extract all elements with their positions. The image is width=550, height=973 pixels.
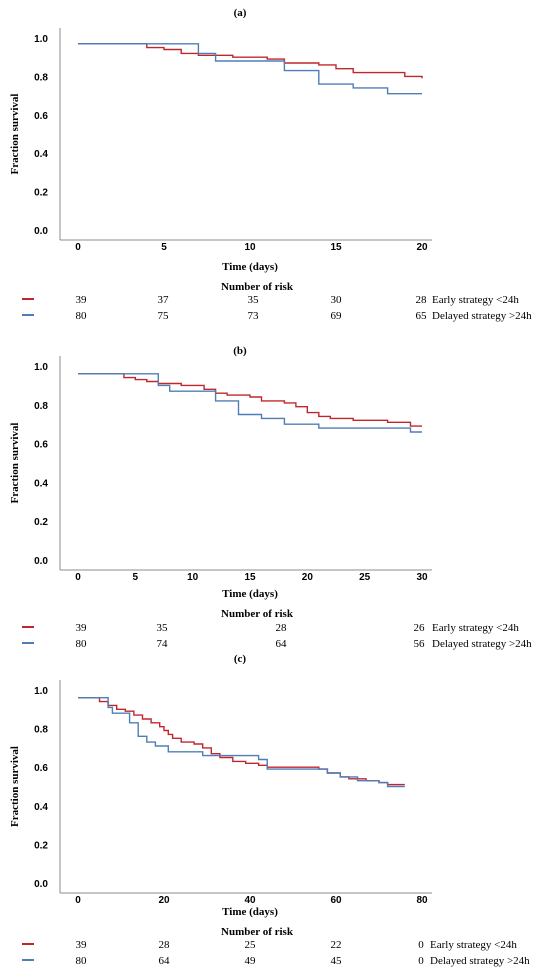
risk-count: 28 bbox=[159, 939, 171, 951]
x-tick-label: 5 bbox=[161, 242, 167, 253]
y-tick-label: 0.8 bbox=[34, 401, 48, 412]
series-line-early bbox=[78, 697, 405, 786]
x-tick-label: 20 bbox=[158, 895, 170, 906]
x-axis-title: Time (days) bbox=[222, 261, 278, 273]
x-tick-label: 40 bbox=[244, 895, 256, 906]
x-tick-label: 5 bbox=[133, 572, 139, 583]
risk-count: 22 bbox=[331, 939, 342, 951]
y-tick-label: 0.4 bbox=[34, 149, 48, 160]
x-axis-title: Time (days) bbox=[222, 588, 278, 600]
y-tick-label: 1.0 bbox=[34, 34, 48, 45]
y-tick-label: 0.0 bbox=[34, 226, 48, 237]
chart-panel-b: (b) 0.0 0.2 0.4 0.6 0.8 1.0 0 5 10 15 20 25 30 Time (d… bbox=[9, 345, 532, 650]
series-line-early bbox=[78, 43, 423, 79]
y-tick-label: 0.6 bbox=[34, 763, 48, 774]
panel-label: (b) bbox=[233, 345, 247, 357]
x-tick-label: 0 bbox=[75, 242, 81, 253]
risk-count: 30 bbox=[331, 294, 343, 306]
x-tick-label: 10 bbox=[244, 242, 256, 253]
x-tick-label: 25 bbox=[359, 572, 371, 583]
y-tick-label: 0.2 bbox=[34, 840, 48, 851]
y-axis-title: Fraction survival bbox=[9, 94, 21, 175]
y-tick-label: 0.4 bbox=[34, 478, 48, 489]
risk-legend-label: Delayed strategy >24h bbox=[432, 310, 532, 322]
series-line-delayed bbox=[78, 697, 405, 788]
y-tick-label: 0.0 bbox=[34, 879, 48, 890]
risk-count: 56 bbox=[414, 638, 426, 650]
risk-count: 74 bbox=[157, 638, 169, 650]
risk-count: 35 bbox=[248, 294, 260, 306]
risk-count: 45 bbox=[331, 955, 343, 967]
y-tick-label: 1.0 bbox=[34, 686, 48, 697]
series-line-delayed bbox=[78, 43, 422, 95]
y-tick-label: 0.8 bbox=[34, 72, 48, 83]
x-tick-label: 30 bbox=[416, 572, 428, 583]
risk-count: 0 bbox=[418, 939, 424, 951]
y-tick-label: 0.6 bbox=[34, 111, 48, 122]
y-tick-label: 1.0 bbox=[34, 362, 48, 373]
risk-count: 80 bbox=[76, 638, 88, 650]
y-tick-label: 0.0 bbox=[34, 556, 48, 567]
x-tick-label: 15 bbox=[244, 572, 256, 583]
chart-panel-a: (a) 0.0 0.2 0.4 0.6 0.8 1.0 0 5 10 15 20 Time (days)… bbox=[9, 7, 532, 322]
risk-count: 28 bbox=[276, 622, 288, 634]
y-axis-title: Fraction survival bbox=[9, 423, 21, 504]
x-tick-label: 10 bbox=[187, 572, 199, 583]
risk-legend-label: Delayed strategy >24h bbox=[430, 955, 530, 967]
x-tick-label: 20 bbox=[416, 242, 428, 253]
risk-count: 39 bbox=[76, 294, 88, 306]
x-tick-label: 0 bbox=[75, 572, 81, 583]
x-tick-label: 15 bbox=[330, 242, 342, 253]
y-tick-label: 0.2 bbox=[34, 517, 48, 528]
y-tick-label: 0.2 bbox=[34, 188, 48, 199]
risk-count: 0 bbox=[418, 955, 424, 967]
x-tick-label: 60 bbox=[330, 895, 342, 906]
risk-table-title: Number of risk bbox=[221, 926, 294, 938]
risk-count: 25 bbox=[245, 939, 257, 951]
risk-table-title: Number of risk bbox=[221, 608, 294, 620]
y-tick-label: 0.4 bbox=[34, 802, 48, 813]
risk-count: 49 bbox=[245, 955, 257, 967]
series-line-delayed bbox=[78, 373, 422, 433]
risk-count: 28 bbox=[416, 294, 428, 306]
risk-count: 39 bbox=[76, 939, 88, 951]
risk-count: 80 bbox=[76, 955, 88, 967]
risk-count: 26 bbox=[414, 622, 426, 634]
y-tick-label: 0.6 bbox=[34, 440, 48, 451]
risk-count: 75 bbox=[158, 310, 170, 322]
series-line-early bbox=[78, 373, 422, 427]
risk-count: 64 bbox=[159, 955, 171, 967]
risk-count: 65 bbox=[416, 310, 428, 322]
x-tick-label: 0 bbox=[75, 895, 81, 906]
risk-count: 80 bbox=[76, 310, 88, 322]
risk-legend-label: Delayed strategy >24h bbox=[432, 638, 532, 650]
x-tick-label: 80 bbox=[416, 895, 428, 906]
y-axis-title: Fraction survival bbox=[9, 746, 21, 827]
risk-count: 35 bbox=[157, 622, 169, 634]
chart-panel-c: (c) 0.0 0.2 0.4 0.6 0.8 1.0 0 20 40 60 80 Time (days… bbox=[9, 653, 530, 967]
x-axis-title: Time (days) bbox=[222, 906, 278, 918]
risk-legend-label: Early strategy <24h bbox=[432, 294, 519, 306]
panel-label: (a) bbox=[234, 7, 247, 19]
risk-count: 69 bbox=[331, 310, 343, 322]
panel-label: (c) bbox=[234, 653, 247, 665]
risk-count: 64 bbox=[276, 638, 288, 650]
x-tick-label: 20 bbox=[302, 572, 314, 583]
risk-count: 39 bbox=[76, 622, 88, 634]
y-tick-label: 0.8 bbox=[34, 725, 48, 736]
risk-legend-label: Early strategy <24h bbox=[432, 622, 519, 634]
risk-count: 37 bbox=[158, 294, 170, 306]
risk-legend-label: Early strategy <24h bbox=[430, 939, 517, 951]
risk-table-title: Number of risk bbox=[221, 281, 294, 293]
risk-count: 73 bbox=[248, 310, 260, 322]
